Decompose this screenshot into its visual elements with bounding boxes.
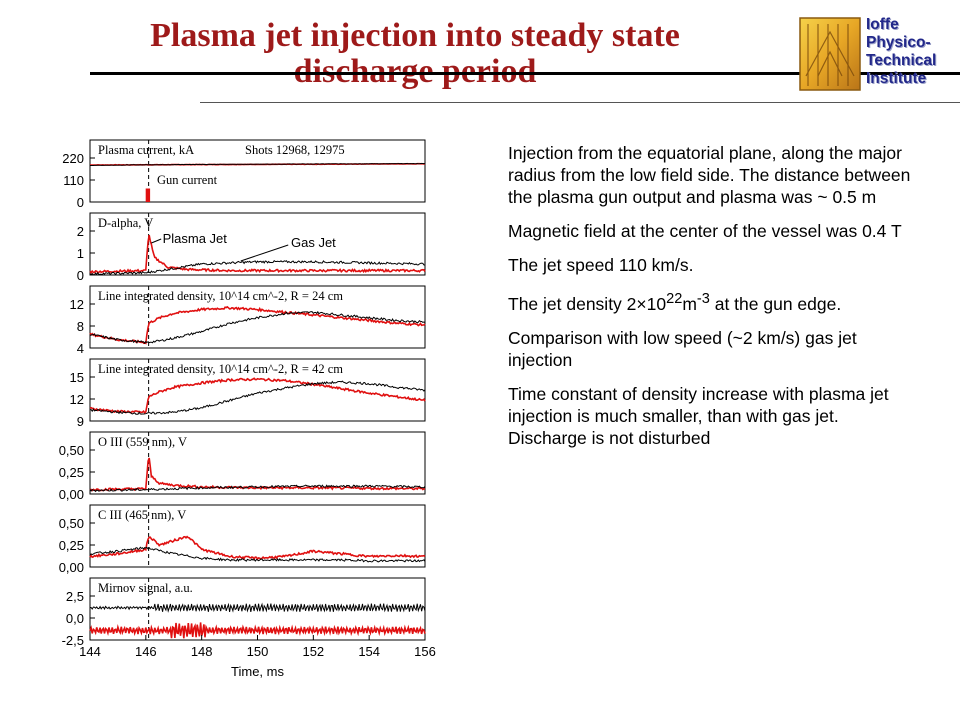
desc-jet-density-post: at the gun edge. bbox=[709, 293, 842, 314]
desc-jet-density-pre: The jet density 2×10 bbox=[508, 293, 667, 314]
x-tick-label-1: 146 bbox=[135, 644, 157, 659]
title-line-2: discharge period bbox=[293, 53, 537, 90]
y-tick-label-c-iii-0: 0,50 bbox=[59, 516, 84, 531]
x-axis-label: Time, ms bbox=[231, 664, 284, 679]
desc-jet-density-exp2: -3 bbox=[696, 291, 710, 307]
desc-jet-density: The jet density 2×1022m-3 at the gun edg… bbox=[508, 288, 918, 315]
y-tick-label-mirnov-0: 2,5 bbox=[66, 589, 84, 604]
y-tick-label-density-24-2: 4 bbox=[77, 341, 84, 356]
y-tick-label-plasma-current-0: 220 bbox=[62, 151, 84, 166]
panel-frame-plasma-current bbox=[89, 139, 426, 203]
annotation-plasma-jet: Plasma Jet bbox=[163, 231, 228, 246]
series-d-alpha-plasma_jet bbox=[89, 234, 426, 274]
description-column: Injection from the equatorial plane, alo… bbox=[508, 142, 918, 461]
y-tick-label-d-alpha-0: 2 bbox=[77, 224, 84, 239]
x-tick-label-3: 150 bbox=[247, 644, 269, 659]
panel-label-density-42: Line integrated density, 10^14 cm^-2, R … bbox=[98, 362, 343, 376]
y-tick-label-plasma-current-2: 0 bbox=[77, 195, 84, 210]
panel-label-c-iii: C III (465 nm), V bbox=[98, 508, 186, 522]
y-tick-label-mirnov-1: 0,0 bbox=[66, 611, 84, 626]
y-tick-label-o-iii-2: 0,00 bbox=[59, 487, 84, 502]
series-d-alpha-gas_jet bbox=[89, 260, 426, 276]
logo-line-2: Physico- bbox=[866, 34, 931, 51]
annotation-gun-current: Gun current bbox=[157, 173, 218, 187]
y-tick-label-density-24-1: 8 bbox=[77, 319, 84, 334]
panel-frame-o-iii bbox=[89, 431, 426, 495]
x-tick-label-5: 154 bbox=[358, 644, 380, 659]
desc-jet-density-exp1: 22 bbox=[666, 291, 683, 307]
y-tick-label-density-42-1: 12 bbox=[70, 392, 84, 407]
y-tick-label-d-alpha-1: 1 bbox=[77, 246, 84, 261]
logo-line-1: Ioffe bbox=[866, 16, 899, 33]
desc-magnetic-field: Magnetic field at the center of the vess… bbox=[508, 221, 902, 241]
panel-extra-label-plasma-current: Shots 12968, 12975 bbox=[245, 143, 345, 157]
y-tick-label-mirnov-2: -2,5 bbox=[62, 633, 84, 648]
title-underline-thin bbox=[200, 102, 960, 103]
series-o-iii-gas_jet bbox=[89, 484, 426, 493]
y-tick-label-density-42-2: 9 bbox=[77, 414, 84, 429]
institute-logo: Ioffe Physico- Technical Institute bbox=[798, 16, 950, 92]
title-underline bbox=[90, 72, 960, 75]
series-density-24-plasma_jet bbox=[89, 305, 426, 345]
y-tick-label-plasma-current-1: 110 bbox=[63, 173, 84, 188]
annotation-gas-jet: Gas Jet bbox=[291, 235, 336, 250]
series-density-42-gas_jet bbox=[89, 380, 426, 415]
series-mirnov-gas_jet bbox=[89, 602, 426, 613]
panel-label-density-24: Line integrated density, 10^14 cm^-2, R … bbox=[98, 289, 343, 303]
logo-line-3: Technical bbox=[866, 52, 937, 69]
panel-label-d-alpha: D-alpha, V bbox=[98, 216, 153, 230]
y-tick-label-density-42-0: 15 bbox=[70, 370, 84, 385]
series-plasma-current-gas_jet bbox=[90, 162, 425, 166]
series-c-iii-plasma_jet bbox=[89, 535, 426, 561]
x-tick-label-6: 156 bbox=[414, 644, 436, 659]
logo-wordmark: Ioffe Physico- Technical Institute bbox=[866, 16, 936, 88]
panel-label-o-iii: O III (559 nm), V bbox=[98, 435, 187, 449]
panel-frame-density-24 bbox=[89, 285, 426, 349]
y-tick-label-c-iii-1: 0,25 bbox=[59, 538, 84, 553]
desc-time-constant: Time constant of density increase with p… bbox=[508, 383, 889, 448]
desc-jet-density-unit: m bbox=[682, 293, 697, 314]
series-o-iii-plasma_jet bbox=[89, 457, 426, 492]
y-tick-label-d-alpha-2: 0 bbox=[77, 268, 84, 283]
series-plasma-current-gun-current bbox=[145, 188, 151, 202]
panel-frame-c-iii bbox=[89, 504, 426, 568]
series-c-iii-gas_jet bbox=[89, 546, 426, 563]
annotation-gas-jet-pointer bbox=[240, 244, 289, 262]
desc-comparison: Comparison with low speed (~2 km/s) gas … bbox=[508, 327, 857, 370]
series-density-24-gas_jet bbox=[89, 310, 426, 345]
series-mirnov-plasma_jet bbox=[89, 622, 426, 639]
panel-label-mirnov: Mirnov signal, a.u. bbox=[98, 581, 193, 595]
x-tick-label-2: 148 bbox=[191, 644, 213, 659]
y-tick-label-o-iii-1: 0,25 bbox=[59, 465, 84, 480]
annotation-plasma-jet-pointer bbox=[151, 238, 162, 244]
y-tick-label-o-iii-0: 0,50 bbox=[59, 443, 84, 458]
x-tick-label-4: 152 bbox=[302, 644, 324, 659]
slide-title: Plasma jet injection into steady state d… bbox=[70, 18, 760, 90]
title-line-1: Plasma jet injection into steady state bbox=[150, 17, 680, 54]
y-tick-label-c-iii-2: 0,00 bbox=[59, 560, 84, 575]
desc-injection: Injection from the equatorial plane, alo… bbox=[508, 143, 911, 207]
series-density-42-plasma_jet bbox=[89, 377, 426, 414]
panel-frame-d-alpha bbox=[89, 212, 426, 276]
x-tick-label-0: 144 bbox=[79, 644, 101, 659]
logo-emblem-icon bbox=[799, 17, 861, 91]
multi-panel-chart: 220 110 0 Plasma current, kA Shots 12968, 12… bbox=[59, 139, 436, 679]
logo-line-4: Institute bbox=[866, 70, 927, 87]
panel-label-plasma-current: Plasma current, kA bbox=[98, 143, 194, 157]
desc-jet-speed: The jet speed 110 km/s. bbox=[508, 255, 694, 275]
y-tick-label-density-24-0: 12 bbox=[70, 297, 84, 312]
